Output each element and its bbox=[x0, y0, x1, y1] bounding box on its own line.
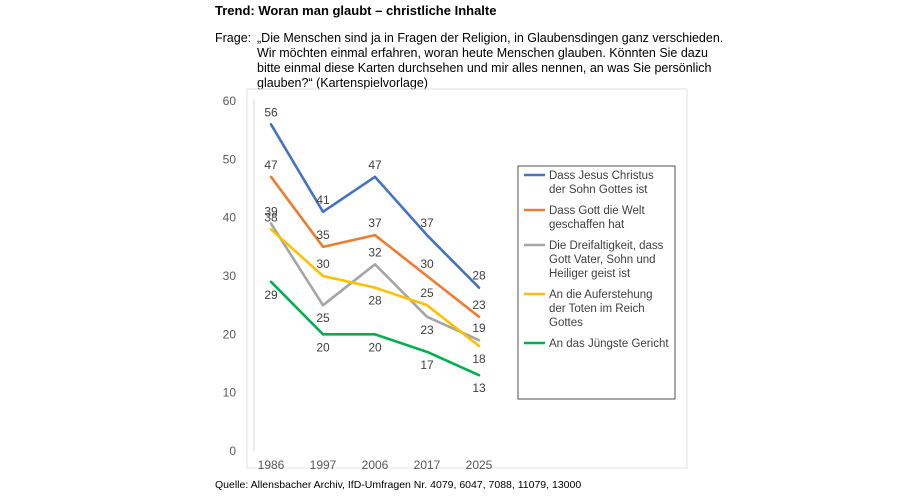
question-text: „Die Menschen sind ja in Fragen der Reli… bbox=[257, 31, 724, 90]
x-tick-label: 1986 bbox=[258, 458, 285, 472]
data-label: 30 bbox=[420, 257, 434, 271]
series-line-2 bbox=[269, 175, 481, 319]
legend-entry-text: Gott Vater, Sohn und bbox=[549, 254, 656, 266]
y-axis: 0 10 20 30 40 50 60 bbox=[223, 94, 255, 458]
data-label: 37 bbox=[420, 216, 434, 230]
legend: Dass Jesus Christus der Sohn Gottes ist Da… bbox=[517, 165, 676, 400]
data-label: 30 bbox=[316, 257, 330, 271]
data-label: 29 bbox=[264, 288, 278, 302]
legend-entry-text: Gottes bbox=[549, 317, 583, 329]
data-label: 32 bbox=[368, 245, 382, 259]
series-line-5 bbox=[269, 280, 481, 377]
data-label: 37 bbox=[368, 216, 382, 230]
chart-title: Trend: Woran man glaubt – christliche In… bbox=[215, 3, 497, 18]
data-label: 20 bbox=[316, 340, 330, 354]
y-tick-label: 60 bbox=[223, 94, 237, 108]
series-line-1 bbox=[269, 123, 481, 289]
x-tick-label: 1997 bbox=[310, 458, 337, 472]
x-tick-label: 2025 bbox=[466, 458, 493, 472]
y-tick-label: 40 bbox=[223, 211, 237, 225]
x-tick-label: 2017 bbox=[414, 458, 441, 472]
legend-entry-text: Dass Gott die Welt bbox=[549, 205, 645, 217]
legend-entry-text: geschaffen hat bbox=[549, 219, 625, 231]
data-label: 39 bbox=[264, 205, 278, 219]
legend-box bbox=[517, 165, 676, 400]
data-label: 28 bbox=[368, 294, 382, 308]
series-line-4 bbox=[269, 228, 481, 348]
data-label: 18 bbox=[472, 352, 486, 366]
x-tick-label: 2006 bbox=[362, 458, 389, 472]
legend-entry-text: An die Auferstehung bbox=[549, 289, 653, 301]
data-label: 35 bbox=[316, 228, 330, 242]
legend-entry-text: Dass Jesus Christus bbox=[549, 170, 654, 182]
y-tick-label: 30 bbox=[223, 269, 237, 283]
data-label: 28 bbox=[472, 269, 486, 283]
legend-entry-text: Die Dreifaltigkeit, dass bbox=[549, 240, 664, 252]
y-tick-label: 50 bbox=[223, 152, 237, 166]
y-tick-label: 0 bbox=[229, 444, 236, 458]
data-label: 25 bbox=[420, 286, 434, 300]
data-label: 41 bbox=[316, 193, 330, 207]
data-label: 20 bbox=[368, 340, 382, 354]
legend-entry-text: Heiliger geist ist bbox=[549, 268, 631, 280]
data-label: 13 bbox=[472, 381, 486, 395]
series-line-3 bbox=[269, 222, 481, 342]
data-label: 17 bbox=[420, 358, 434, 372]
legend-entry-text: der Toten im Reich bbox=[549, 303, 645, 315]
question-label: Frage: bbox=[215, 31, 252, 45]
question-block: Frage: „Die Menschen sind ja in Fragen d… bbox=[215, 31, 735, 91]
y-tick-label: 10 bbox=[223, 386, 237, 400]
data-label: 19 bbox=[472, 321, 486, 335]
source-note: Quelle: Allensbacher Archiv, IfD-Umfrage… bbox=[215, 479, 582, 491]
series-layer: 56 41 47 37 28 47 35 37 30 23 39 25 32 23 19 38 30 28 25 18… bbox=[264, 105, 486, 395]
x-axis: 1986 1997 2006 2017 2025 bbox=[258, 458, 493, 472]
plot-frame bbox=[246, 88, 688, 469]
data-label: 23 bbox=[420, 323, 434, 337]
y-tick-label: 20 bbox=[223, 327, 237, 341]
data-label: 47 bbox=[264, 158, 278, 172]
legend-entry-text: der Sohn Gottes ist bbox=[549, 184, 648, 196]
data-label: 23 bbox=[472, 298, 486, 312]
legend-entry-text: An das Jüngste Gericht bbox=[549, 338, 669, 350]
data-label: 25 bbox=[316, 311, 330, 325]
data-label: 47 bbox=[368, 158, 382, 172]
data-label: 56 bbox=[264, 105, 278, 119]
data-label: 38 bbox=[264, 210, 278, 224]
